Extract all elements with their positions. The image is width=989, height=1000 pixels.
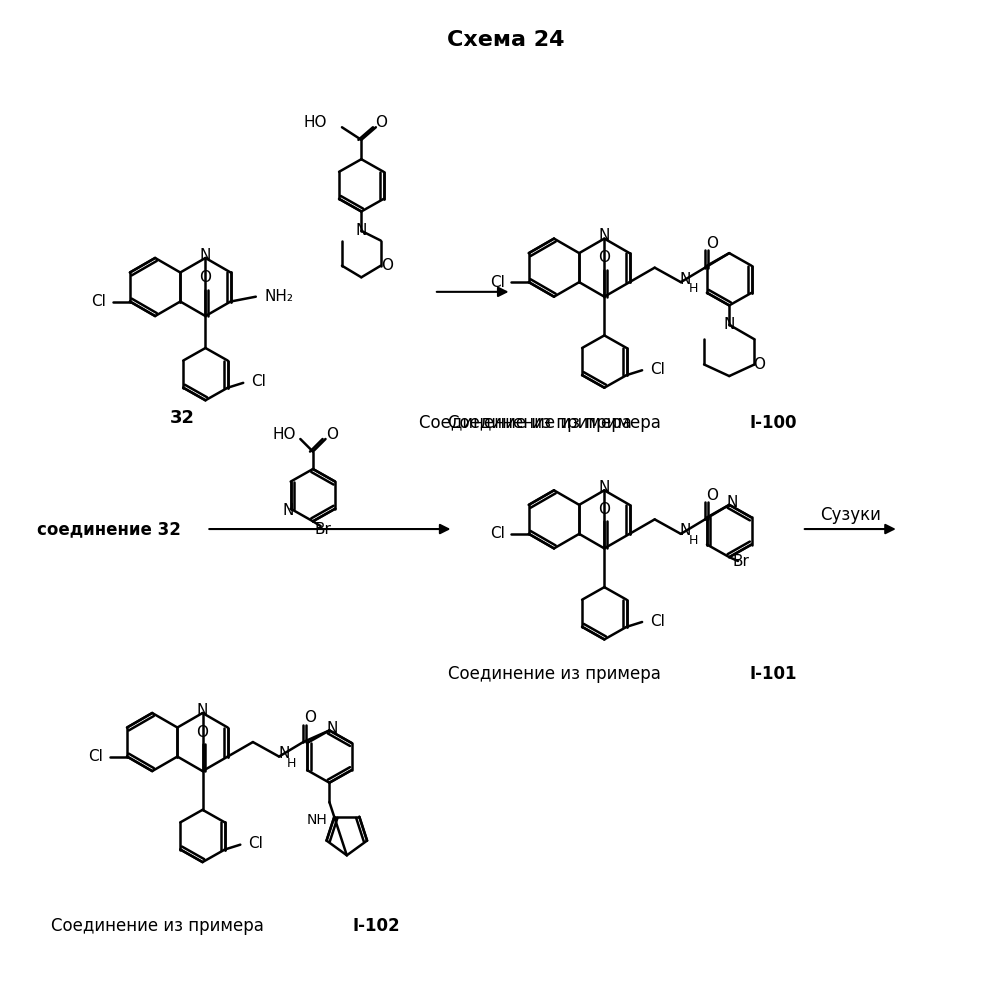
Text: N: N [197,703,209,718]
Text: N: N [278,746,290,761]
Text: O: O [197,725,209,740]
Text: соединение 32: соединение 32 [37,520,181,538]
Text: NH: NH [307,813,327,827]
Text: HO: HO [304,115,327,130]
Text: N: N [724,317,735,332]
Text: Cl: Cl [92,294,107,309]
Text: Cl: Cl [650,362,665,377]
Text: Cl: Cl [251,374,266,389]
Text: O: O [706,488,718,503]
Text: Cl: Cl [491,275,505,290]
Text: O: O [375,115,387,130]
Text: Br: Br [315,522,331,537]
Text: O: O [326,427,338,442]
Text: HO: HO [272,427,296,442]
Text: N: N [598,228,610,243]
Text: NH₂: NH₂ [264,289,294,304]
Text: Соединение из примера: Соединение из примера [419,414,637,432]
Text: Соединение из примера: Соединение из примера [448,665,667,683]
Text: Сузуки: Сузуки [820,506,880,524]
Text: I-100: I-100 [749,414,796,432]
Text: H: H [287,757,297,770]
Text: N: N [727,495,738,510]
Text: N: N [680,272,691,287]
Text: N: N [598,480,610,495]
Text: N: N [282,503,294,518]
Text: O: O [304,710,316,725]
Text: Br: Br [733,554,750,569]
Text: Соединение из примера: Соединение из примера [51,917,269,935]
Text: Cl: Cl [491,526,505,541]
Text: Схема 24: Схема 24 [447,30,565,50]
Text: N: N [680,523,691,538]
Text: Cl: Cl [650,614,665,629]
Text: O: O [382,258,394,273]
Text: O: O [598,502,610,517]
Text: H: H [688,534,698,547]
Text: 32: 32 [170,409,195,427]
Text: H: H [688,282,698,295]
Text: I-101: I-101 [749,665,796,683]
Text: N: N [200,248,211,263]
Text: Соединение из примера: Соединение из примера [448,414,667,432]
Text: Cl: Cl [248,836,263,851]
Text: I-102: I-102 [352,917,400,935]
Text: N: N [356,223,367,238]
Text: O: O [754,357,765,372]
Text: O: O [200,270,212,285]
Text: Cl: Cl [89,749,104,764]
Text: N: N [326,721,338,736]
Text: O: O [706,236,718,251]
Text: O: O [598,250,610,265]
